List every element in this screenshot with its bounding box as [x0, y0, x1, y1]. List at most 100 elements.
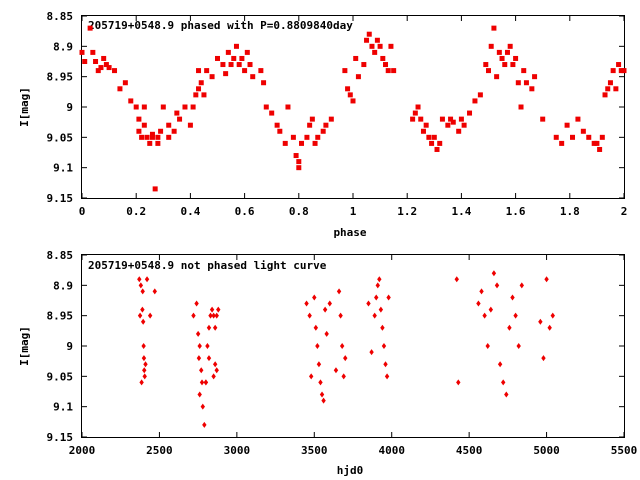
data-point — [347, 92, 353, 98]
data-point — [477, 92, 483, 98]
data-point — [540, 116, 546, 122]
data-point — [450, 119, 456, 125]
data-point — [591, 140, 597, 146]
data-point — [193, 92, 199, 98]
x-tick-label: 4000 — [378, 444, 405, 457]
data-point — [197, 391, 202, 398]
data-point — [137, 312, 143, 319]
data-point — [195, 330, 201, 337]
data-point — [426, 134, 432, 140]
data-point — [190, 104, 196, 110]
y-tick-label: 9 — [66, 101, 73, 114]
data-point — [206, 324, 212, 331]
data-point — [384, 373, 390, 380]
data-point — [559, 140, 565, 146]
data-point — [501, 379, 506, 386]
data-point — [361, 62, 367, 68]
data-point — [166, 122, 172, 128]
data-point — [309, 116, 315, 122]
data-point — [423, 122, 429, 128]
data-point — [369, 43, 375, 49]
data-point — [383, 361, 388, 368]
data-point — [152, 288, 157, 295]
y-tick-label: 9 — [66, 340, 73, 353]
data-point — [320, 128, 326, 134]
data-point — [431, 134, 437, 140]
data-point — [258, 68, 264, 74]
data-point — [456, 379, 461, 386]
data-point — [177, 116, 183, 122]
data-point — [141, 122, 147, 128]
data-point — [87, 25, 93, 31]
data-point — [521, 68, 527, 74]
data-point — [323, 122, 329, 128]
data-point — [261, 80, 267, 86]
data-point — [312, 140, 318, 146]
data-point — [155, 140, 161, 146]
data-point — [523, 80, 529, 86]
data-point — [461, 122, 467, 128]
data-point — [434, 146, 440, 152]
data-point — [136, 128, 142, 134]
data-point — [122, 80, 128, 86]
data-point — [196, 86, 202, 92]
data-point — [290, 134, 296, 140]
data-point — [564, 122, 570, 128]
data-point — [377, 276, 382, 283]
data-point — [263, 104, 269, 110]
data-point — [418, 116, 424, 122]
data-point — [194, 300, 199, 307]
data-point — [420, 128, 426, 134]
x-tick-label: 0.6 — [235, 205, 255, 218]
data-point — [140, 306, 145, 313]
data-point — [304, 134, 310, 140]
data-point — [307, 312, 312, 319]
y-tick-label: 8.9 — [53, 40, 73, 53]
data-point — [308, 373, 314, 380]
data-point — [486, 68, 491, 74]
y-tick-label: 8.9 — [53, 279, 73, 292]
data-point — [616, 62, 622, 68]
data-point — [200, 403, 205, 410]
data-point — [225, 49, 231, 55]
data-point — [202, 421, 207, 428]
data-point — [467, 110, 473, 116]
data-point — [510, 294, 515, 301]
data-point — [345, 86, 351, 92]
data-point — [106, 65, 112, 71]
data-point — [575, 116, 581, 122]
data-point — [491, 25, 497, 31]
data-point — [103, 62, 109, 68]
data-point — [499, 55, 505, 61]
tick-group: 0 0.2 0.4 0.6 0.8 1 1.2 1.4 1.6 1.8 2 8.85 8.9 8.95 9 9… — [47, 10, 628, 218]
x-tick-label: 1.4 — [451, 205, 471, 218]
data-point — [327, 300, 332, 307]
x-tick-label: 3000 — [224, 444, 251, 457]
data-point — [101, 55, 107, 61]
data-point — [316, 361, 322, 368]
data-point — [197, 343, 202, 349]
data-point — [212, 361, 218, 368]
data-point — [233, 43, 239, 49]
data-point — [138, 282, 144, 289]
data-point — [597, 146, 603, 152]
data-point — [204, 68, 210, 74]
data-point — [214, 312, 219, 319]
data-point — [494, 74, 500, 80]
data-point — [547, 324, 552, 331]
data-point — [236, 62, 242, 68]
data-point — [244, 49, 250, 55]
data-point — [504, 49, 510, 55]
data-point — [439, 116, 445, 122]
data-point — [212, 324, 218, 331]
data-point — [79, 49, 85, 55]
data-point — [282, 140, 288, 146]
x-tick-label: 0.8 — [289, 205, 309, 218]
data-point — [372, 312, 377, 319]
data-point — [502, 62, 508, 68]
data-point — [93, 59, 99, 64]
data-point — [374, 294, 379, 301]
data-point — [507, 43, 513, 49]
data-point — [366, 31, 372, 37]
data-point — [538, 318, 543, 325]
